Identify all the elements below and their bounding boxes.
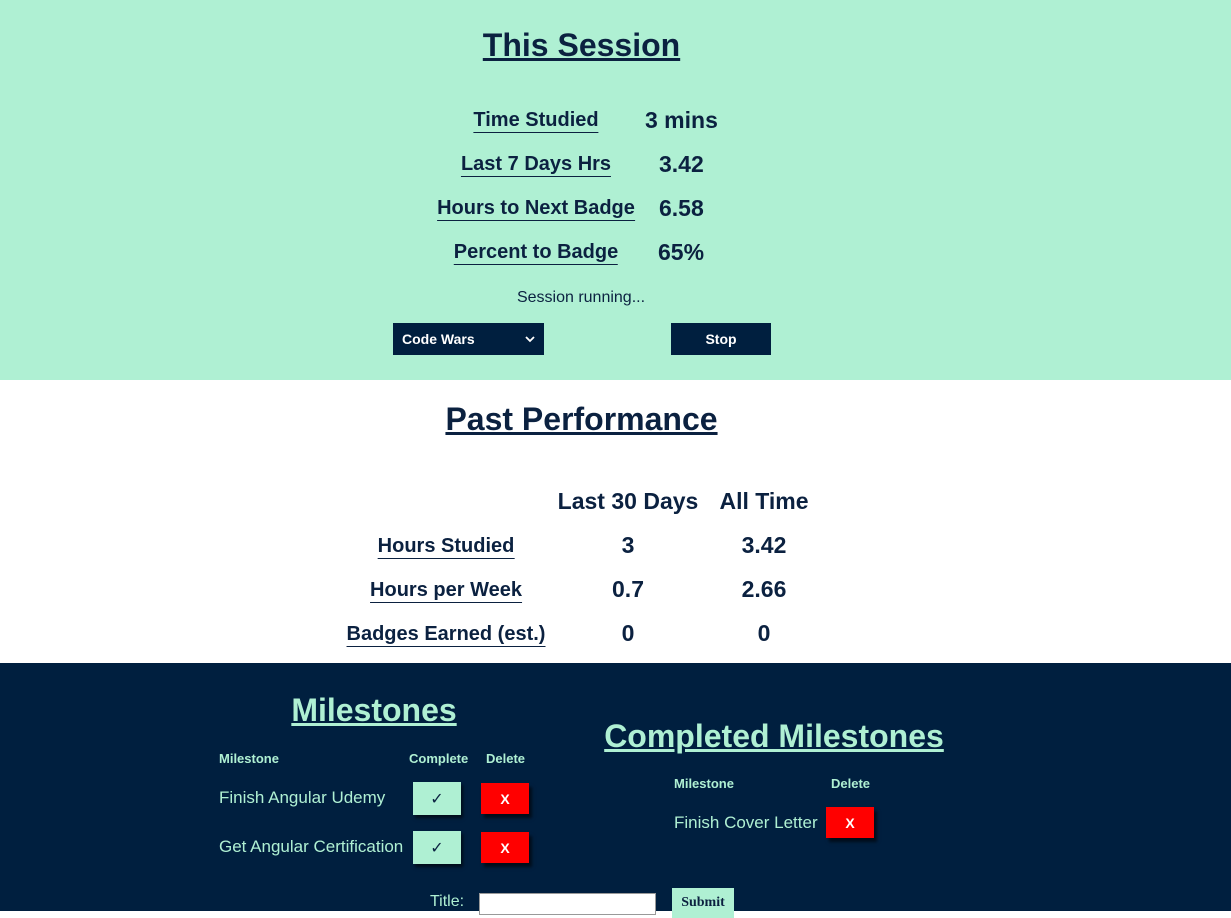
milestones-header-delete: Delete	[486, 751, 526, 766]
row-label-badges-earned: Badges Earned (est.)	[346, 623, 546, 647]
hours-per-week-all-time: 2.66	[741, 576, 787, 602]
column-header-last-30-days: Last 30 Days	[557, 488, 699, 514]
stat-label-percent-to-badge: Percent to Badge	[453, 241, 619, 265]
past-performance-section: Past Performance Last 30 Days All Time H…	[0, 380, 1231, 663]
session-title: This Session	[482, 27, 681, 63]
stat-label-last-7-days: Last 7 Days Hrs	[460, 153, 612, 177]
stat-value-time-studied: 3 mins	[645, 107, 718, 133]
stat-label-hours-to-badge: Hours to Next Badge	[437, 197, 635, 221]
checkmark-icon: ✓	[430, 790, 444, 808]
title-label: Title:	[430, 893, 465, 910]
delete-milestone-button[interactable]: X	[481, 832, 529, 863]
hours-studied-last-30: 3	[621, 532, 635, 558]
stat-label-time-studied: Time Studied	[473, 109, 599, 133]
completed-milestone-name: Finish Cover Letter	[674, 813, 818, 832]
complete-milestone-button[interactable]: ✓	[413, 831, 461, 864]
activity-select[interactable]: Code Wars	[393, 323, 544, 355]
row-label-hours-per-week: Hours per Week	[370, 579, 522, 603]
checkmark-icon: ✓	[430, 839, 444, 857]
badges-earned-all-time: 0	[757, 620, 771, 646]
stat-value-last-7-days: 3.42	[659, 151, 704, 177]
session-status: Session running...	[516, 289, 646, 306]
x-icon: X	[500, 790, 510, 807]
milestone-name: Finish Angular Udemy	[219, 788, 386, 807]
x-icon: X	[845, 814, 855, 831]
stat-value-percent-to-badge: 65%	[658, 239, 705, 265]
milestones-title: Milestones	[291, 692, 457, 728]
milestones-header-milestone: Milestone	[219, 751, 279, 766]
complete-milestone-button[interactable]: ✓	[413, 782, 461, 815]
this-session-section: This Session Time Studied 3 mins Last 7 …	[0, 0, 1231, 380]
delete-milestone-button[interactable]: X	[481, 783, 529, 814]
x-icon: X	[500, 839, 510, 856]
completed-header-milestone: Milestone	[674, 776, 734, 791]
completed-milestones-title: Completed Milestones	[604, 718, 944, 754]
column-header-all-time: All Time	[719, 488, 809, 514]
chevron-down-icon	[525, 335, 535, 342]
badges-earned-last-30: 0	[621, 620, 635, 646]
milestones-header-complete: Complete	[409, 751, 469, 766]
past-performance-title: Past Performance	[445, 401, 718, 437]
hours-studied-all-time: 3.42	[741, 532, 787, 558]
stop-button[interactable]: Stop	[671, 323, 771, 355]
milestone-title-input[interactable]	[479, 893, 656, 915]
milestone-name: Get Angular Certification	[219, 837, 404, 856]
milestones-section: Milestones Milestone Complete Delete Fin…	[0, 663, 1231, 918]
completed-header-delete: Delete	[831, 776, 871, 791]
submit-button[interactable]: Submit	[672, 888, 734, 918]
row-label-hours-studied: Hours Studied	[377, 535, 515, 559]
activity-select-value: Code Wars	[402, 331, 475, 347]
hours-per-week-last-30: 0.7	[612, 576, 644, 602]
delete-completed-milestone-button[interactable]: X	[826, 807, 874, 838]
stat-value-hours-to-badge: 6.58	[659, 195, 704, 221]
